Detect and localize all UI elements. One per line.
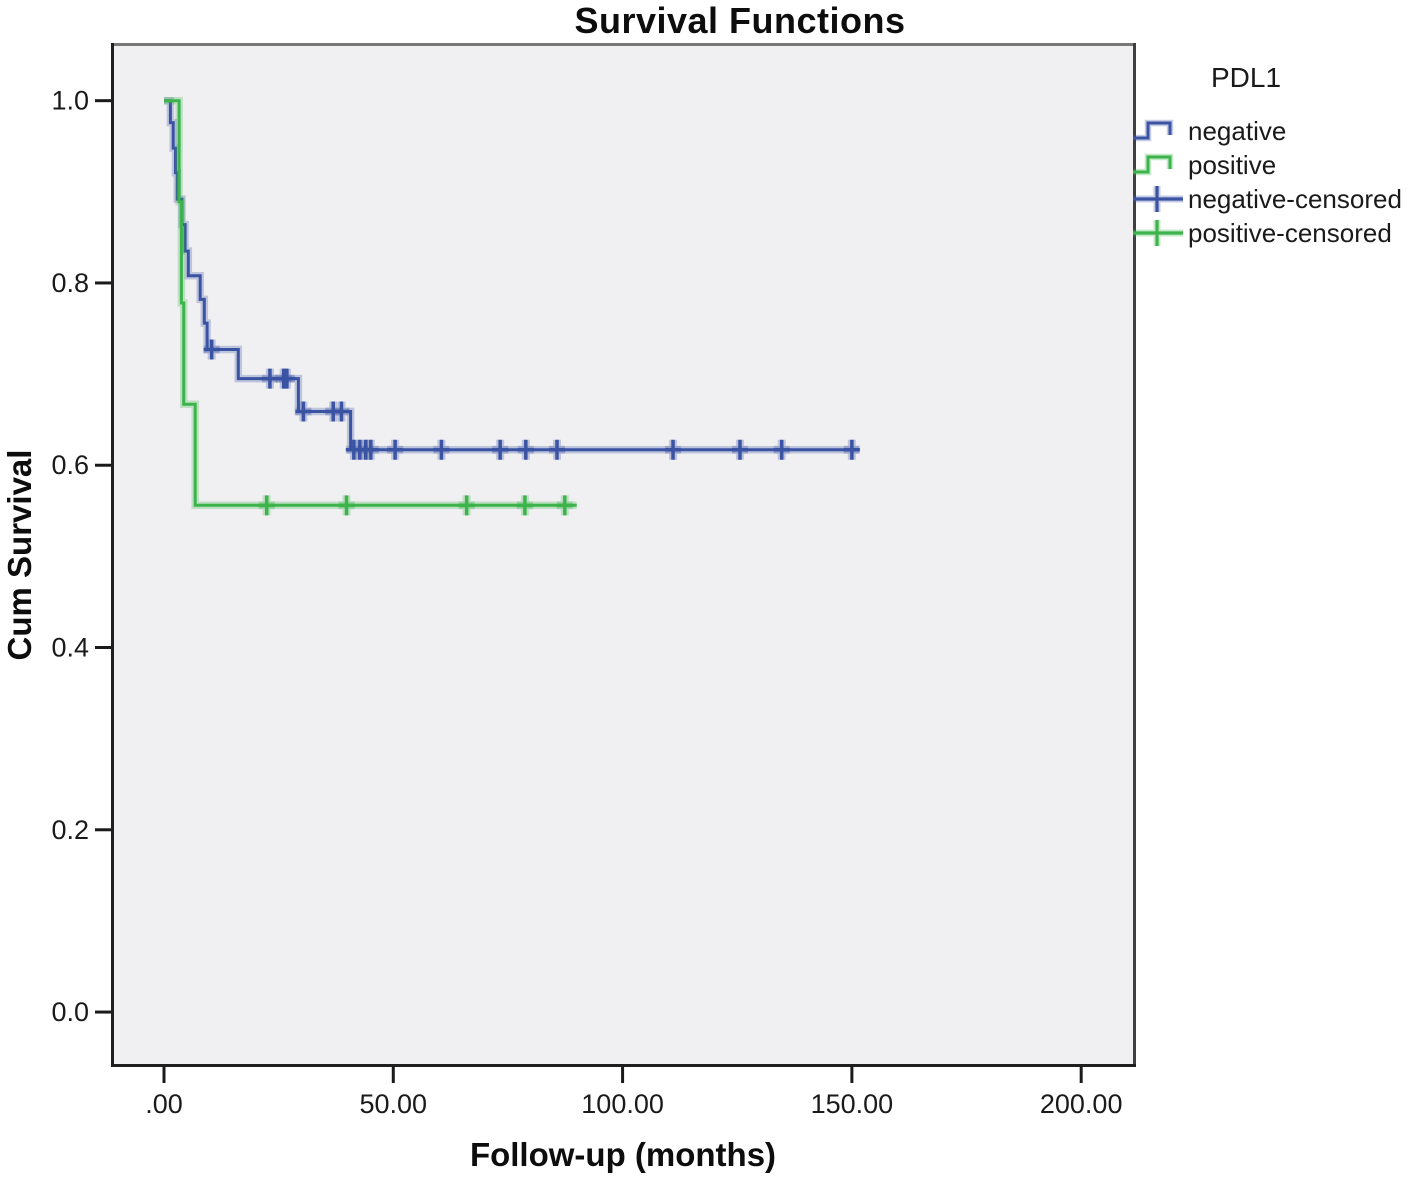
- censor-mark-positive: [338, 495, 355, 516]
- censor-mark-negative: [203, 339, 220, 360]
- y-tick-label: 0.4: [51, 633, 89, 663]
- censor-mark-positive: [258, 495, 275, 516]
- y-axis-label: Cum Survival: [1, 449, 38, 661]
- censor-mark-negative: [665, 439, 682, 460]
- legend-label: negative: [1188, 115, 1287, 146]
- censor-mark-negative: [387, 439, 404, 460]
- censor-plus-icon: [1133, 186, 1183, 212]
- y-tick-label: 0.8: [51, 268, 89, 298]
- censor-mark-negative: [549, 439, 566, 460]
- chart-title: Survival Functions: [574, 0, 906, 41]
- censor-mark-negative: [333, 401, 350, 422]
- censor-mark-positive: [458, 495, 475, 516]
- x-tick-label: 100.00: [581, 1089, 664, 1119]
- censor-mark-negative: [295, 401, 312, 422]
- legend-entry-positive: positive: [1131, 148, 1418, 182]
- x-tick-label: 150.00: [811, 1089, 894, 1119]
- y-tick-label: 0.0: [51, 997, 89, 1027]
- censor-mark-negative: [731, 439, 748, 460]
- step-line-icon: [1133, 153, 1174, 176]
- censor-mark-negative: [433, 439, 450, 460]
- y-tick-label: 1.0: [51, 86, 89, 116]
- y-tick-label: 0.6: [51, 450, 89, 480]
- legend-label: positive: [1188, 149, 1277, 180]
- censor-plus-icon: [1133, 220, 1183, 246]
- censor-mark-negative: [773, 439, 790, 460]
- y-tick-label: 0.2: [51, 815, 89, 845]
- censor-mark-positive: [516, 495, 533, 516]
- legend-label: negative-censored: [1188, 183, 1402, 214]
- x-tick-label: 50.00: [359, 1089, 427, 1119]
- legend-label: positive-censored: [1188, 217, 1392, 248]
- censor-mark-negative: [278, 368, 295, 389]
- censor-mark-negative: [843, 439, 860, 460]
- plot-area: [114, 46, 1133, 1064]
- step-line-icon: [1133, 119, 1174, 142]
- censor-mark-negative: [261, 368, 278, 389]
- legend-title: PDL1: [1210, 62, 1282, 93]
- legend-entry-negative-censored: negative-censored: [1131, 182, 1418, 216]
- censor-mark-negative: [362, 439, 379, 460]
- censor-mark-negative: [517, 439, 534, 460]
- x-axis-label: Follow-up (months): [469, 1136, 777, 1173]
- legend: PDL1 negative positive negative-censored: [1131, 62, 1418, 250]
- censor-mark-negative: [492, 439, 509, 460]
- x-tick-label: .00: [145, 1089, 183, 1119]
- legend-entry-negative: negative: [1131, 114, 1418, 148]
- censor-mark-positive: [556, 495, 573, 516]
- x-tick-label: 200.00: [1040, 1089, 1123, 1119]
- km-curve-positive: [164, 99, 577, 507]
- legend-entry-positive-censored: positive-censored: [1131, 216, 1418, 250]
